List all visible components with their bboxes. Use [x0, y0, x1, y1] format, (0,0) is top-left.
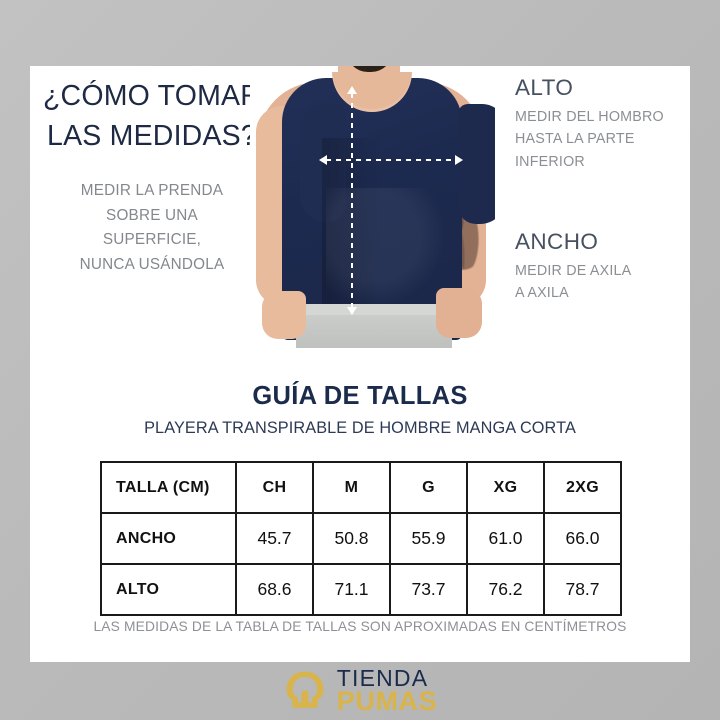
model-illustration [250, 66, 495, 348]
ancho-measure-arrow-icon [319, 155, 463, 165]
page-title-line-2: LAS MEDIDAS? [47, 120, 257, 153]
table-cell: 50.8 [312, 512, 391, 565]
instructions-text: MEDIR LA PRENDA SOBRE UNA SUPERFICIE, NU… [38, 179, 266, 278]
model-left-hand [262, 291, 306, 339]
model-right-hand [436, 288, 482, 338]
navy-tshirt [282, 72, 495, 340]
table-cell: 78.7 [543, 563, 622, 616]
alto-description: MEDIR DEL HOMBRO HASTA LA PARTE INFERIOR [515, 106, 690, 173]
table-header-cell: G [389, 461, 468, 514]
instructions-line-1: MEDIR LA PRENDA [80, 181, 224, 199]
tshirt-highlight [326, 188, 446, 308]
instructions-line-2: SOBRE UNA [106, 206, 198, 224]
content-card: ¿CÓMO TOMAR LAS MEDIDAS? MEDIR LA PRENDA… [30, 66, 690, 662]
instructions-right: ALTO MEDIR DEL HOMBRO HASTA LA PARTE INF… [515, 74, 690, 304]
table-cell: 71.1 [312, 563, 391, 616]
size-table-wrapper: TALLA (CM) CH M G XG 2XG ANCHO 45.7 50.8… [100, 461, 622, 616]
size-table-note: LAS MEDIDAS DE LA TABLA DE TALLAS SON AP… [93, 619, 627, 634]
model-photo [250, 66, 495, 348]
tshirt-right-sleeve [458, 104, 495, 224]
shorts-waistband [296, 304, 452, 315]
ancho-line-2: A AXILA [515, 285, 569, 302]
table-row: ALTO 68.6 71.1 73.7 76.2 78.7 [100, 563, 622, 616]
table-row-label: ANCHO [100, 512, 237, 565]
alto-block: ALTO MEDIR DEL HOMBRO HASTA LA PARTE INF… [515, 74, 690, 173]
alto-line-1: MEDIR DEL HOMBRO [515, 109, 664, 125]
puma-head-icon [286, 671, 324, 708]
table-row-label: ALTO [100, 563, 237, 616]
footer-bar: TIENDA PUMAS [0, 662, 720, 720]
brand-logo: TIENDA PUMAS [283, 665, 438, 717]
ancho-block: ANCHO MEDIR DE AXILA A AXILA [515, 228, 690, 305]
table-header-cell: CH [235, 461, 314, 514]
size-table: TALLA (CM) CH M G XG 2XG ANCHO 45.7 50.8… [100, 461, 622, 616]
instructions-left: ¿CÓMO TOMAR LAS MEDIDAS? MEDIR LA PRENDA… [38, 76, 266, 278]
table-cell: 76.2 [466, 563, 545, 616]
table-header-cell: M [312, 461, 391, 514]
brand-name-bottom: PUMAS [336, 686, 438, 717]
table-cell: 45.7 [235, 512, 314, 565]
brand-wordmark: TIENDA PUMAS [336, 665, 438, 717]
alto-heading: ALTO [515, 75, 574, 100]
table-header-cell: XG [466, 461, 545, 514]
table-cell: 55.9 [389, 512, 468, 565]
table-cell: 73.7 [389, 563, 468, 616]
table-row: ANCHO 45.7 50.8 55.9 61.0 66.0 [100, 512, 622, 565]
alto-line-3: INFERIOR [515, 153, 585, 170]
instructions-line-4: NUNCA USÁNDOLA [79, 256, 225, 274]
page-title: ¿CÓMO TOMAR LAS MEDIDAS? [38, 76, 266, 157]
size-guide-subtitle: PLAYERA TRANSPIRABLE DE HOMBRE MANGA COR… [144, 419, 576, 437]
ancho-line-1: MEDIR DE AXILA [515, 262, 632, 279]
model-beard [346, 66, 393, 72]
brand-name-top: TIENDA [336, 665, 429, 691]
table-cell: 68.6 [235, 563, 314, 616]
alto-measure-arrow-icon [347, 86, 357, 315]
alto-line-2: HASTA LA PARTE [515, 131, 635, 148]
table-header-cell: TALLA (CM) [100, 461, 237, 514]
table-header-row: TALLA (CM) CH M G XG 2XG [100, 461, 622, 514]
table-cell: 66.0 [543, 512, 622, 565]
table-header-cell: 2XG [543, 461, 622, 514]
ancho-heading: ANCHO [515, 228, 599, 254]
ancho-description: MEDIR DE AXILA A AXILA [515, 260, 690, 305]
page-title-line-1: ¿CÓMO TOMAR [42, 80, 262, 112]
table-cell: 61.0 [466, 512, 545, 565]
instructions-line-3: SUPERFICIE, [102, 231, 202, 249]
size-guide-title: GUÍA DE TALLAS [252, 382, 468, 410]
